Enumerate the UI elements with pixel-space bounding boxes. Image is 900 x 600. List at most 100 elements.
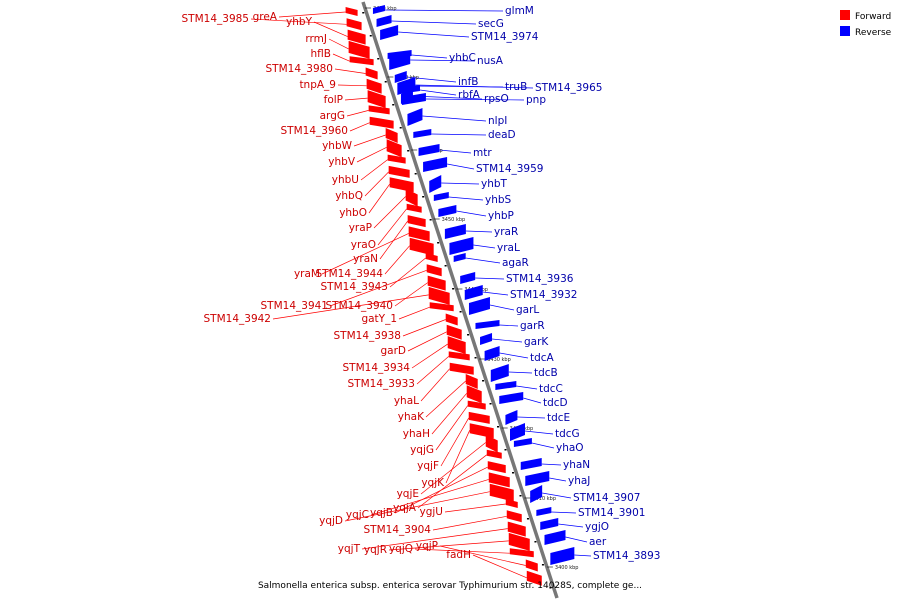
reverse-gene-label: garK: [524, 336, 549, 348]
forward-gene-feature: [526, 570, 542, 586]
reverse-leader-line: [482, 291, 509, 296]
forward-gene-label: yhaK: [398, 411, 425, 423]
reverse-leader-line: [473, 244, 496, 249]
reverse-gene-feature: [475, 320, 500, 329]
forward-gene-label: STM14_3944: [316, 268, 384, 280]
forward-gene-label: yqjE: [397, 488, 419, 500]
forward-gene-feature: [366, 78, 382, 94]
forward-gene-label: rrmJ: [305, 33, 327, 45]
forward-gene-label: STM14_3941: [261, 300, 328, 312]
reverse-leader-line: [439, 149, 472, 154]
short-gene-marker: [392, 104, 395, 106]
forward-gene-feature: [365, 67, 378, 80]
legend-forward-label: Forward: [855, 12, 891, 22]
forward-gene-feature: [448, 351, 470, 361]
forward-gene-label: hflB: [311, 48, 331, 60]
forward-leader-line: [384, 245, 410, 275]
forward-gene-label: yqjG: [410, 444, 434, 456]
short-gene-marker: [444, 265, 447, 267]
reverse-gene-label: aer: [589, 536, 607, 548]
reverse-gene-label: infB: [458, 76, 478, 88]
reverse-gene-feature: [468, 297, 490, 315]
reverse-gene-label: nlpI: [488, 115, 507, 127]
forward-leader-line: [344, 491, 490, 522]
reverse-gene-feature: [372, 5, 385, 14]
reverse-gene-feature: [544, 530, 566, 545]
forward-leader-line: [346, 110, 369, 117]
reverse-leader-line: [523, 397, 542, 404]
reverse-gene-feature: [520, 458, 542, 470]
reverse-gene-label: deaD: [488, 129, 516, 141]
short-gene-marker: [519, 495, 522, 497]
reverse-gene-label: STM14_3901: [578, 507, 645, 519]
reverse-gene-label: STM14_3974: [471, 31, 539, 43]
forward-gene-label: yqjT: [338, 543, 361, 555]
reverse-gene-feature: [530, 485, 543, 503]
forward-gene-feature: [507, 521, 526, 537]
short-gene-marker: [549, 587, 552, 589]
forward-gene-label: argG: [320, 110, 345, 122]
short-gene-marker: [369, 35, 372, 37]
forward-gene-label: yqjC: [346, 509, 369, 521]
forward-leader-line: [278, 11, 346, 18]
forward-gene-feature: [449, 362, 474, 375]
reverse-leader-line: [524, 430, 554, 435]
reverse-gene-feature: [407, 108, 423, 126]
forward-gene-feature: [347, 29, 366, 45]
forward-leader-line: [440, 417, 470, 467]
reverse-gene-label: yhbP: [488, 210, 514, 222]
forward-gene-feature: [506, 510, 522, 523]
ruler-tick-label: 3450 kbp: [442, 217, 466, 223]
forward-leader-line: [313, 21, 348, 37]
forward-leader-line: [250, 18, 347, 25]
reverse-leader-line: [499, 352, 529, 359]
forward-gene-label: yqjA: [393, 502, 417, 514]
forward-leader-line: [272, 294, 429, 320]
forward-gene-feature: [388, 165, 410, 178]
reverse-gene-label: yhaO: [556, 442, 584, 454]
forward-leader-line: [344, 97, 368, 101]
forward-gene-label: yhbW: [322, 140, 353, 152]
reverse-leader-line: [492, 338, 523, 343]
reverse-gene-label: truB: [505, 81, 527, 93]
reverse-gene-label: yhaN: [563, 459, 590, 471]
forward-leader-line: [373, 196, 406, 229]
forward-gene-label: yhaH: [403, 428, 430, 440]
forward-gene-feature: [446, 324, 462, 340]
forward-gene-label: STM14_3942: [204, 313, 271, 325]
forward-leader-line: [435, 405, 469, 451]
reverse-gene-label: yhbT: [481, 178, 508, 190]
forward-gene-feature: [469, 423, 494, 439]
reverse-gene-label: STM14_3932: [510, 289, 577, 301]
reverse-leader-line: [447, 163, 475, 170]
short-gene-marker: [541, 564, 544, 566]
forward-gene-feature: [485, 434, 498, 453]
reverse-gene-feature: [453, 253, 466, 262]
forward-leader-line: [411, 343, 448, 369]
forward-leader-line: [370, 479, 489, 516]
forward-gene-label: STM14_3980: [266, 63, 333, 75]
reverse-gene-feature: [444, 224, 466, 239]
reverse-leader-line: [516, 385, 538, 390]
forward-gene-label: yqjD: [319, 515, 343, 527]
forward-gene-label: yraP: [349, 222, 372, 234]
ruler-tick-label: 3430 kbp: [487, 357, 511, 363]
reverse-gene-feature: [376, 15, 392, 27]
ruler-tick-label: 3400 kbp: [555, 565, 579, 571]
forward-gene-label: STM14_3943: [321, 281, 388, 293]
map-caption: Salmonella enterica subsp. enterica sero…: [258, 581, 642, 591]
reverse-gene-label: STM14_3959: [476, 163, 543, 175]
forward-gene-feature: [487, 461, 506, 474]
forward-leader-line: [407, 331, 447, 352]
reverse-gene-label: tdcC: [539, 383, 563, 395]
reverse-gene-feature: [423, 157, 448, 172]
forward-leader-line: [353, 134, 386, 147]
legend-forward-swatch: [840, 10, 850, 20]
reverse-leader-line: [549, 477, 567, 482]
forward-gene-label: STM14_3940: [326, 300, 393, 312]
reverse-leader-line: [456, 210, 487, 217]
reverse-leader-line: [475, 277, 505, 280]
forward-leader-line: [364, 171, 389, 197]
legend: Forward Reverse: [840, 10, 892, 38]
reverse-leader-line: [531, 442, 555, 449]
